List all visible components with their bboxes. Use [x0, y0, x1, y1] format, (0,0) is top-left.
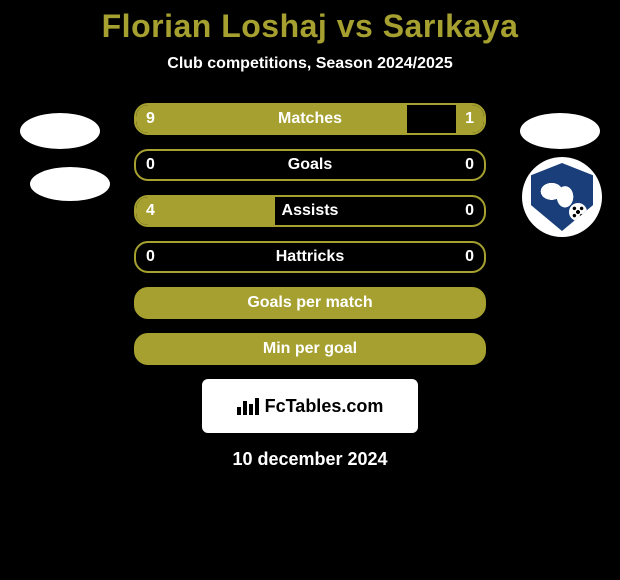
- stat-row: 40Assists: [134, 195, 486, 227]
- stat-row: 00Goals: [134, 149, 486, 181]
- stat-bars: 91Matches 00Goals 40Assists 00Hattricks Goal…: [134, 103, 486, 365]
- stat-label: Matches: [136, 105, 484, 133]
- stats-area: 91Matches 00Goals 40Assists 00Hattricks Goal…: [0, 103, 620, 365]
- stat-row: Goals per match: [134, 287, 486, 319]
- vs-separator: vs: [337, 8, 374, 44]
- erzurumspor-crest-icon: [531, 163, 593, 231]
- brand-chart-icon: [237, 397, 259, 415]
- comparison-subtitle: Club competitions, Season 2024/2025: [0, 55, 620, 73]
- club-logo-left-1: [20, 113, 100, 149]
- stat-label: Assists: [136, 197, 484, 225]
- stat-label: Min per goal: [136, 335, 484, 363]
- stat-row: 91Matches: [134, 103, 486, 135]
- footer-date: 10 december 2024: [0, 449, 620, 470]
- brand-text: FcTables.com: [265, 396, 384, 417]
- brand-badge: FcTables.com: [202, 379, 418, 433]
- club-logo-right-1: [520, 113, 600, 149]
- comparison-title: Florian Loshaj vs Sarıkaya: [0, 0, 620, 45]
- player-right-name: Sarıkaya: [383, 8, 519, 44]
- stat-row: Min per goal: [134, 333, 486, 365]
- stat-label: Goals: [136, 151, 484, 179]
- club-logo-right-2: [522, 157, 602, 237]
- stat-row: 00Hattricks: [134, 241, 486, 273]
- stat-label: Goals per match: [136, 289, 484, 317]
- player-left-name: Florian Loshaj: [102, 8, 328, 44]
- club-logo-left-2: [30, 167, 110, 201]
- stat-label: Hattricks: [136, 243, 484, 271]
